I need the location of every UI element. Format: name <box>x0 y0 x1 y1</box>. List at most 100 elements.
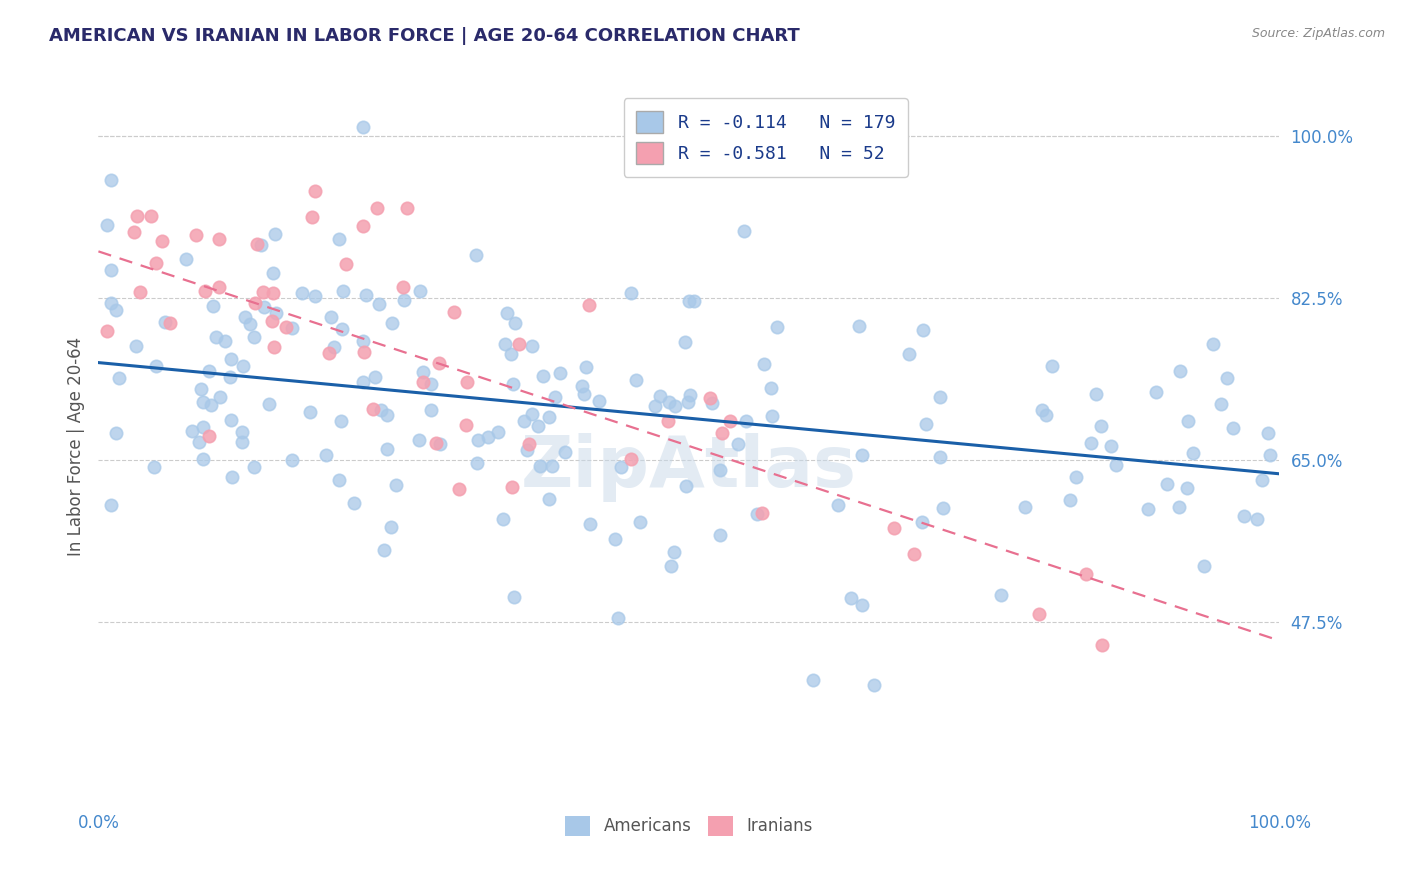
Americans <box>603 532 626 546</box>
Iranians <box>96 324 118 338</box>
Americans <box>100 262 122 277</box>
Americans <box>1156 476 1178 491</box>
Americans <box>239 317 262 331</box>
Americans <box>1168 364 1191 378</box>
Americans <box>100 498 122 512</box>
Americans <box>200 398 222 412</box>
Americans <box>1257 426 1279 441</box>
Americans <box>1031 403 1053 417</box>
Americans <box>375 442 398 456</box>
Text: Source: ZipAtlas.com: Source: ZipAtlas.com <box>1251 27 1385 40</box>
Americans <box>1251 473 1274 487</box>
Americans <box>1105 458 1128 472</box>
Iranians <box>252 285 274 299</box>
Iranians <box>145 256 167 270</box>
Iranians <box>208 280 231 294</box>
Americans <box>664 545 686 559</box>
Americans <box>851 599 873 613</box>
Americans <box>191 394 214 409</box>
Americans <box>330 414 353 428</box>
Americans <box>214 334 236 348</box>
Americans <box>620 286 643 301</box>
Americans <box>188 434 211 449</box>
Iranians <box>392 280 415 294</box>
Americans <box>328 232 350 246</box>
Americans <box>252 301 274 315</box>
Americans <box>839 591 862 606</box>
Iranians <box>578 298 600 312</box>
Americans <box>529 458 551 473</box>
Iranians <box>449 482 471 496</box>
Americans <box>537 410 560 425</box>
Iranians <box>429 356 451 370</box>
Americans <box>495 336 517 351</box>
Americans <box>526 418 548 433</box>
Americans <box>208 390 231 404</box>
Iranians <box>263 340 285 354</box>
Americans <box>412 366 434 380</box>
Americans <box>575 359 598 374</box>
Americans <box>911 515 934 529</box>
Americans <box>1182 446 1205 460</box>
Americans <box>408 433 430 447</box>
Americans <box>644 399 666 413</box>
Americans <box>1202 337 1225 351</box>
Americans <box>105 425 128 440</box>
Americans <box>352 334 374 349</box>
Americans <box>467 433 489 447</box>
Americans <box>280 321 302 335</box>
Americans <box>659 559 682 574</box>
Iranians <box>198 429 221 443</box>
Americans <box>321 310 343 325</box>
Iranians <box>443 305 465 319</box>
Americans <box>499 346 522 360</box>
Americans <box>679 387 702 401</box>
Americans <box>759 381 782 395</box>
Americans <box>100 173 122 187</box>
Iranians <box>125 210 148 224</box>
Americans <box>734 414 756 428</box>
Iranians <box>139 209 162 223</box>
Americans <box>1246 511 1268 525</box>
Iranians <box>412 375 434 389</box>
Americans <box>392 293 415 308</box>
Americans <box>664 399 686 413</box>
Americans <box>658 395 681 409</box>
Iranians <box>903 547 925 561</box>
Americans <box>100 295 122 310</box>
Americans <box>250 238 273 252</box>
Americans <box>143 459 166 474</box>
Iranians <box>129 285 152 300</box>
Americans <box>264 227 287 241</box>
Americans <box>375 408 398 422</box>
Americans <box>544 390 567 404</box>
Americans <box>221 470 243 484</box>
Iranians <box>657 414 679 428</box>
Americans <box>914 417 936 432</box>
Americans <box>1137 502 1160 516</box>
Americans <box>380 519 402 533</box>
Americans <box>1059 492 1081 507</box>
Americans <box>1035 408 1057 422</box>
Americans <box>1192 558 1215 573</box>
Americans <box>174 252 197 266</box>
Americans <box>709 463 731 477</box>
Americans <box>675 479 697 493</box>
Americans <box>429 437 451 451</box>
Americans <box>291 285 314 300</box>
Americans <box>492 512 515 526</box>
Iranians <box>751 506 773 520</box>
Iranians <box>318 345 340 359</box>
Iranians <box>335 256 357 270</box>
Iranians <box>1091 638 1114 652</box>
Americans <box>702 396 724 410</box>
Americans <box>322 340 344 354</box>
Americans <box>1144 385 1167 400</box>
Americans <box>257 397 280 411</box>
Americans <box>384 478 406 492</box>
Americans <box>419 377 441 392</box>
Iranians <box>883 521 905 535</box>
Americans <box>486 425 509 439</box>
Americans <box>554 444 576 458</box>
Iranians <box>194 284 217 298</box>
